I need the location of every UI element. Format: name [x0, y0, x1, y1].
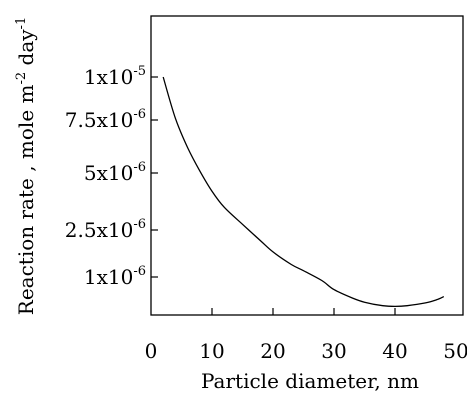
x-axis-label: Particle diameter, nm [201, 369, 419, 393]
x-tick-label: 10 [199, 339, 224, 363]
x-tick-label: 40 [382, 339, 407, 363]
y-tick-label: 7.5x10-6 [65, 107, 146, 132]
y-tick-label: 5x10-6 [84, 160, 146, 185]
x-tick-label: 0 [145, 339, 158, 363]
y-axis-label: Reaction rate , mole m-2 day-1 [14, 17, 38, 315]
x-tick-label: 30 [321, 339, 346, 363]
x-axis-ticks: 0 10 20 30 40 50 [145, 308, 467, 363]
y-tick-label: 2.5x10-6 [65, 217, 146, 242]
y-axis-ticks: 1x10-6 2.5x10-6 5x10-6 7.5x10-6 1x10-5 [65, 64, 158, 289]
y-tick-label: 1x10-6 [84, 264, 146, 289]
y-tick-label: 1x10-5 [84, 64, 146, 89]
series-line [162, 76, 445, 308]
plot-frame [150, 15, 464, 316]
x-tick-label: 20 [260, 339, 285, 363]
x-tick-label: 50 [443, 339, 467, 363]
